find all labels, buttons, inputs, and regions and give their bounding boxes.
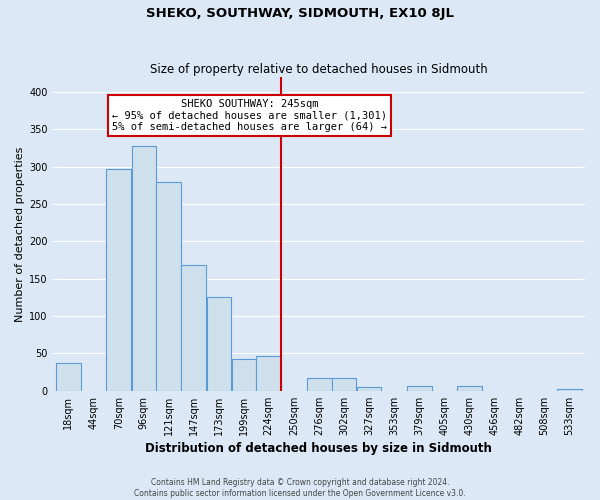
Bar [132,146,155,391]
Bar [206,298,232,391]
Bar [256,356,281,391]
Y-axis label: Number of detached properties: Number of detached properties [15,146,25,322]
Bar [181,266,206,391]
Text: SHEKO, SOUTHWAY, SIDMOUTH, EX10 8JL: SHEKO, SOUTHWAY, SIDMOUTH, EX10 8JL [146,8,454,20]
Bar [557,390,582,391]
Bar [56,363,80,391]
Bar [457,386,482,391]
Title: Size of property relative to detached houses in Sidmouth: Size of property relative to detached ho… [150,63,488,76]
Bar [156,182,181,391]
Bar [407,386,432,391]
Text: Contains HM Land Registry data © Crown copyright and database right 2024.
Contai: Contains HM Land Registry data © Crown c… [134,478,466,498]
Bar [106,169,131,391]
Bar [332,378,356,391]
Bar [307,378,332,391]
X-axis label: Distribution of detached houses by size in Sidmouth: Distribution of detached houses by size … [145,442,492,455]
Bar [232,358,256,391]
Bar [356,387,382,391]
Text: SHEKO SOUTHWAY: 245sqm
← 95% of detached houses are smaller (1,301)
5% of semi-d: SHEKO SOUTHWAY: 245sqm ← 95% of detached… [112,99,387,132]
